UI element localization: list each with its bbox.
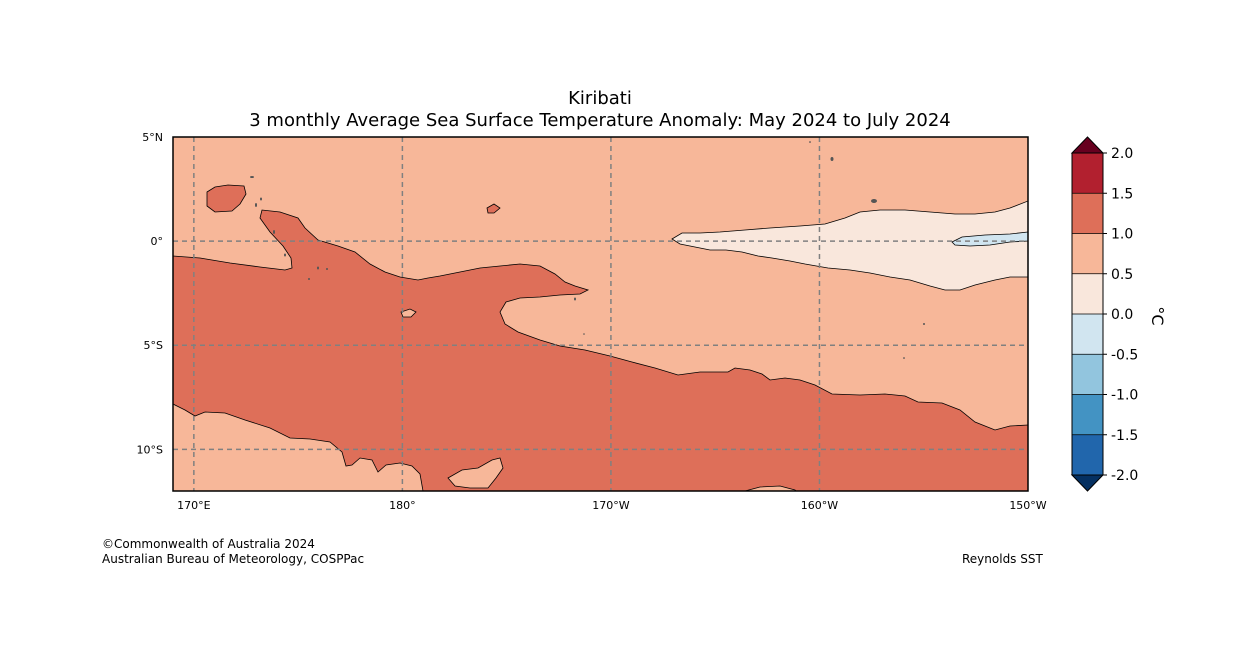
colorbar-tick-label: 1.5 bbox=[1111, 186, 1133, 202]
agency-text: Australian Bureau of Meteorology, COSPPa… bbox=[102, 552, 365, 566]
map-title: Kiribati bbox=[568, 88, 632, 109]
lon-tick-label: 180° bbox=[389, 499, 416, 512]
colorbar-tick-label: -1.0 bbox=[1111, 388, 1138, 404]
colorbar-segment bbox=[1072, 233, 1103, 274]
map-subtitle: 3 monthly Average Sea Surface Temperatur… bbox=[249, 110, 951, 131]
anomaly-region-neg0.5-0.0 bbox=[951, 231, 1028, 247]
lat-tick-label: 0° bbox=[151, 235, 164, 248]
anomaly-region-1.0-1.5 bbox=[173, 209, 1028, 491]
credit-left: ©Commonwealth of Australia 2024 Australi… bbox=[102, 537, 364, 567]
anomaly-region-0.5-1.0 bbox=[400, 308, 417, 318]
colorbar-tick-label: -1.5 bbox=[1111, 428, 1138, 444]
colorbar-segment bbox=[1072, 314, 1103, 355]
colorbar-under-arrow bbox=[1070, 474, 1105, 492]
lon-tick-label: 170°E bbox=[177, 499, 210, 512]
colorbar-segment bbox=[1072, 354, 1103, 395]
lon-tick-label: 170°W bbox=[592, 499, 629, 512]
lon-tick-label: 160°W bbox=[801, 499, 838, 512]
colorbar-tick-label: 2.0 bbox=[1111, 146, 1133, 162]
anomaly-region-0.5-1.0 bbox=[447, 457, 504, 489]
colorbar-tick-label: 0.0 bbox=[1111, 307, 1133, 323]
anomaly-region-0.5-1.0 bbox=[744, 485, 797, 491]
lat-tick-label: 5°N bbox=[142, 131, 163, 144]
colorbar-tick-label: 0.5 bbox=[1111, 267, 1133, 283]
copyright-text: ©Commonwealth of Australia 2024 bbox=[102, 537, 315, 551]
anomaly-field bbox=[173, 137, 1028, 491]
colorbar-segment bbox=[1072, 193, 1103, 234]
latitude-labels: 5°N 0° 5°S 10°S bbox=[137, 131, 163, 456]
colorbar-unit-label: °C bbox=[1148, 306, 1167, 325]
graticule bbox=[173, 137, 1028, 491]
anomaly-region-1.0-1.5 bbox=[206, 184, 247, 213]
colorbar-tick-label: -2.0 bbox=[1111, 468, 1138, 484]
lon-tick-label: 150°W bbox=[1009, 499, 1046, 512]
colorbar-segment bbox=[1072, 434, 1103, 475]
data-source-text: Reynolds SST bbox=[962, 552, 1043, 566]
lat-tick-label: 5°S bbox=[144, 339, 163, 352]
colorbar: 2.0 1.5 1.0 0.5 0.0 -0.5 -1.0 -1.5 -2.0 °C bbox=[1070, 136, 1167, 492]
colorbar-segment bbox=[1072, 273, 1103, 314]
anomaly-region-0.5-1.0 bbox=[173, 403, 424, 491]
colorbar-over-arrow bbox=[1070, 136, 1105, 154]
anomaly-region-0.0-0.5 bbox=[671, 200, 1028, 291]
colorbar-segment bbox=[1072, 153, 1103, 194]
colorbar-tick-label: -0.5 bbox=[1111, 347, 1138, 363]
anomaly-region-1.0-1.5 bbox=[486, 203, 501, 214]
colorbar-tick-label: 1.0 bbox=[1111, 227, 1133, 243]
map-frame bbox=[172, 136, 1029, 492]
island-markers bbox=[250, 141, 925, 359]
longitude-labels: 170°E 180° 170°W 160°W 150°W bbox=[177, 499, 1047, 512]
colorbar-segment bbox=[1072, 394, 1103, 435]
lat-tick-label: 10°S bbox=[137, 443, 163, 456]
